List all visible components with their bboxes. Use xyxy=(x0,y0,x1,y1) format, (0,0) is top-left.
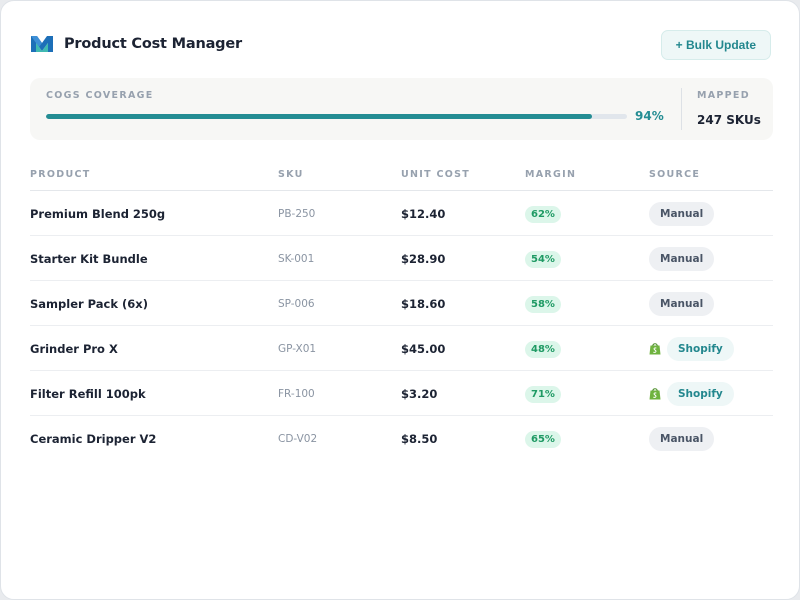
column-header-source[interactable]: SOURCE xyxy=(649,169,701,180)
source-cell: Manual xyxy=(649,191,715,236)
column-header-unit-cost[interactable]: UNIT COST xyxy=(401,169,471,180)
source-cell: Manual xyxy=(649,281,715,326)
margin-cell: 65% xyxy=(525,416,561,461)
margin-cell: 48% xyxy=(525,326,561,371)
source-cell: Manual xyxy=(649,236,715,281)
product-name: Starter Kit Bundle xyxy=(30,251,148,266)
sku-value: SP-006 xyxy=(278,297,315,310)
table-row[interactable]: Grinder Pro X GP-X01 $45.00 48% Shopify xyxy=(30,326,773,371)
cogs-coverage-panel: COGS COVERAGE 94% MAPPED 247 SKUs xyxy=(30,78,773,140)
coverage-progress-bar xyxy=(46,114,627,119)
margin-badge: 65% xyxy=(525,431,561,448)
margin-cell: 62% xyxy=(525,191,561,236)
source-pill-manual[interactable]: Manual xyxy=(649,291,715,316)
source-cell: Shopify xyxy=(649,371,734,416)
product-name: Grinder Pro X xyxy=(30,341,118,356)
product-name: Premium Blend 250g xyxy=(30,206,166,221)
sku-value: CD-V02 xyxy=(278,432,318,445)
table-row[interactable]: Filter Refill 100pk FR-100 $3.20 71% Shopify xyxy=(30,371,773,416)
product-name: Sampler Pack (6x) xyxy=(30,296,148,311)
table-body: Premium Blend 250g PB-250 $12.40 62% Manual S… xyxy=(30,191,773,461)
unit-cost-value: $3.20 xyxy=(401,386,438,401)
margin-badge: 58% xyxy=(525,296,561,313)
margin-badge: 62% xyxy=(525,206,561,223)
coverage-divider xyxy=(681,88,682,130)
shopify-bag-icon xyxy=(649,343,661,355)
table-row[interactable]: Premium Blend 250g PB-250 $12.40 62% Manual xyxy=(30,191,773,236)
source-pill-shopify[interactable]: Shopify xyxy=(667,336,734,361)
table-row[interactable]: Sampler Pack (6x) SP-006 $18.60 58% Manual xyxy=(30,281,773,326)
unit-cost-value: $8.50 xyxy=(401,431,438,446)
table-header: PRODUCT SKU UNIT COST MARGIN SOURCE xyxy=(30,163,773,191)
product-name: Ceramic Dripper V2 xyxy=(30,431,157,446)
source-pill-manual[interactable]: Manual xyxy=(649,246,715,271)
sku-value: FR-100 xyxy=(278,387,315,400)
column-header-margin[interactable]: MARGIN xyxy=(525,169,577,180)
source-pill-manual[interactable]: Manual xyxy=(649,426,715,451)
column-header-sku[interactable]: SKU xyxy=(278,169,304,180)
coverage-percent: 94% xyxy=(635,109,664,123)
bulk-update-button[interactable]: + Bulk Update xyxy=(660,30,771,60)
product-name: Filter Refill 100pk xyxy=(30,386,146,401)
app-title: Product Cost Manager xyxy=(64,36,242,52)
source-cell: Manual xyxy=(649,416,715,461)
card-header: Product Cost Manager + Bulk Update xyxy=(30,30,771,61)
unit-cost-value: $28.90 xyxy=(401,251,446,266)
unit-cost-value: $18.60 xyxy=(401,296,446,311)
source-pill-manual[interactable]: Manual xyxy=(649,201,715,226)
margin-cell: 58% xyxy=(525,281,561,326)
source-cell: Shopify xyxy=(649,326,734,371)
table-row[interactable]: Ceramic Dripper V2 CD-V02 $8.50 65% Manual xyxy=(30,416,773,461)
column-header-product[interactable]: PRODUCT xyxy=(30,169,91,180)
shopify-bag-icon xyxy=(649,388,661,400)
sku-value: SK-001 xyxy=(278,252,315,265)
cogs-coverage-label: COGS COVERAGE xyxy=(46,90,154,101)
source-pill-shopify[interactable]: Shopify xyxy=(667,381,734,406)
margin-badge: 71% xyxy=(525,386,561,403)
coverage-progress-fill xyxy=(46,114,593,119)
margin-cell: 54% xyxy=(525,236,561,281)
margin-cell: 71% xyxy=(525,371,561,416)
sku-value: GP-X01 xyxy=(278,342,317,355)
unit-cost-value: $12.40 xyxy=(401,206,446,221)
table-row[interactable]: Starter Kit Bundle SK-001 $28.90 54% Manual xyxy=(30,236,773,281)
mapped-label: MAPPED xyxy=(697,90,750,101)
brand-logo-icon xyxy=(31,36,53,52)
unit-cost-value: $45.00 xyxy=(401,341,446,356)
product-cost-table: PRODUCT SKU UNIT COST MARGIN SOURCE Prem… xyxy=(30,163,773,461)
sku-value: PB-250 xyxy=(278,207,316,220)
margin-badge: 54% xyxy=(525,251,561,268)
margin-badge: 48% xyxy=(525,341,561,358)
mapped-value: 247 SKUs xyxy=(697,113,761,127)
